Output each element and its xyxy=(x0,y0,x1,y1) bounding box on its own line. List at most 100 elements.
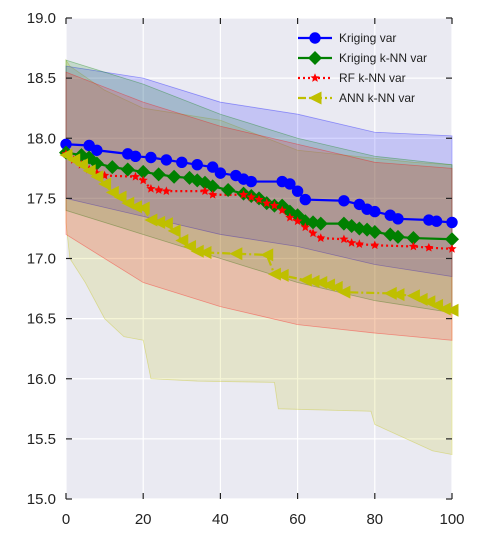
data-point xyxy=(430,215,443,227)
data-point xyxy=(406,231,421,246)
data-point xyxy=(161,186,171,196)
legend-marker xyxy=(309,32,321,44)
x-tick-label: 20 xyxy=(135,511,152,528)
legend-label: Kriging k-NN var xyxy=(339,51,427,65)
data-point xyxy=(98,177,112,191)
data-point xyxy=(392,213,404,225)
data-point xyxy=(446,216,458,229)
data-point xyxy=(298,273,312,287)
data-point xyxy=(146,183,156,193)
data-point xyxy=(291,185,304,197)
legend-marker xyxy=(308,91,322,105)
data-point xyxy=(445,232,459,247)
data-point xyxy=(300,222,310,232)
data-point xyxy=(138,175,148,185)
data-point xyxy=(260,248,274,262)
data-point xyxy=(129,150,142,162)
data-point xyxy=(367,225,382,240)
data-point xyxy=(229,247,243,261)
data-point xyxy=(208,189,218,199)
data-point xyxy=(369,205,381,218)
variance-band xyxy=(65,71,453,341)
x-tick-label: 80 xyxy=(366,511,383,528)
y-tick-label: 18.0 xyxy=(27,130,56,147)
data-point xyxy=(370,240,380,250)
data-point xyxy=(269,200,280,210)
data-point xyxy=(190,244,204,258)
x-tick-label: 40 xyxy=(212,511,229,528)
data-point xyxy=(275,268,289,282)
y-tick-label: 15.0 xyxy=(27,491,56,508)
data-point xyxy=(128,200,142,214)
data-point xyxy=(130,171,141,181)
data-point xyxy=(151,167,166,182)
data-point xyxy=(447,244,457,253)
data-point xyxy=(246,192,256,202)
legend-label: RF k-NN var xyxy=(339,71,406,85)
data-point xyxy=(267,267,281,281)
y-tick-label: 19.0 xyxy=(27,10,56,27)
y-tick-label: 16.5 xyxy=(27,311,56,328)
legend-label: Kriging var xyxy=(339,31,396,45)
data-point xyxy=(347,238,357,247)
data-point xyxy=(167,169,182,184)
y-tick-label: 17.5 xyxy=(27,190,56,207)
y-tick-label: 17.0 xyxy=(27,251,56,268)
x-tick-label: 100 xyxy=(439,511,464,528)
data-point xyxy=(67,153,81,167)
data-point xyxy=(82,164,96,178)
data-point xyxy=(329,280,343,294)
data-point xyxy=(262,198,272,208)
data-point xyxy=(390,229,405,244)
data-point xyxy=(437,302,451,316)
data-point xyxy=(91,144,103,156)
data-point xyxy=(285,212,295,222)
data-point xyxy=(408,241,418,251)
data-point xyxy=(120,162,135,177)
y-tick-label: 18.5 xyxy=(27,70,56,87)
data-point xyxy=(284,178,296,190)
data-point xyxy=(391,288,405,302)
data-point xyxy=(152,215,166,229)
data-point xyxy=(167,224,181,238)
data-point xyxy=(183,239,197,253)
data-point xyxy=(198,245,212,259)
data-point xyxy=(313,216,328,231)
data-point xyxy=(238,189,249,199)
data-point xyxy=(254,194,264,204)
data-point xyxy=(337,285,351,299)
data-point xyxy=(154,185,164,194)
data-point xyxy=(277,205,287,215)
data-point xyxy=(90,170,104,184)
data-point xyxy=(200,186,210,196)
data-point xyxy=(136,201,150,215)
data-point xyxy=(424,242,434,252)
data-point xyxy=(59,148,73,162)
data-point xyxy=(105,185,119,199)
axes: 0 20 40 60 80 100 15.0 15.5 16.0 16.5 17.0 17.5 18.0… xyxy=(27,10,465,528)
data-point xyxy=(299,193,312,206)
data-point xyxy=(145,151,157,164)
data-point xyxy=(316,233,326,242)
data-point xyxy=(338,195,350,207)
legend-marker xyxy=(308,51,322,65)
data-point xyxy=(445,303,459,317)
legend-label: ANN k-NN var xyxy=(339,91,415,105)
data-point xyxy=(308,228,318,238)
data-point xyxy=(113,190,127,204)
data-point xyxy=(245,175,257,188)
x-tick-label: 60 xyxy=(289,511,306,528)
data-point xyxy=(74,158,88,172)
data-point xyxy=(191,159,203,171)
data-point xyxy=(105,160,120,175)
data-point xyxy=(176,156,188,169)
y-tick-label: 15.5 xyxy=(27,431,56,448)
x-tick-label: 0 xyxy=(62,511,70,528)
data-point xyxy=(159,217,173,231)
data-point xyxy=(214,167,227,179)
data-point xyxy=(293,216,303,226)
data-point xyxy=(354,239,364,248)
series-markers xyxy=(59,138,459,317)
data-point xyxy=(221,182,236,197)
